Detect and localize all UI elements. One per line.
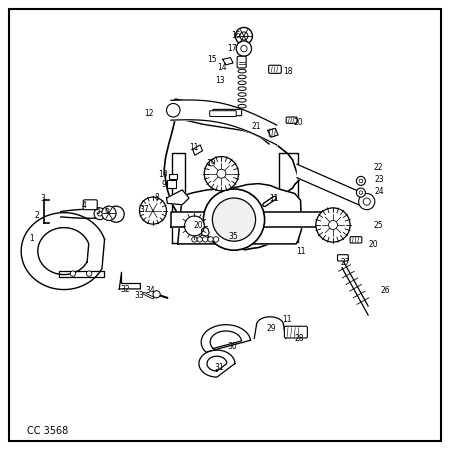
Circle shape — [94, 208, 106, 220]
Polygon shape — [166, 190, 189, 205]
Circle shape — [102, 206, 116, 220]
Text: 11: 11 — [296, 247, 306, 256]
Text: 1: 1 — [29, 234, 34, 243]
Polygon shape — [223, 58, 233, 65]
FancyBboxPatch shape — [83, 200, 97, 210]
Text: 33: 33 — [135, 291, 144, 300]
Text: 11: 11 — [189, 143, 199, 152]
Polygon shape — [202, 227, 209, 236]
Text: 29: 29 — [266, 324, 276, 333]
FancyBboxPatch shape — [286, 117, 297, 123]
Polygon shape — [172, 153, 184, 243]
FancyBboxPatch shape — [284, 326, 307, 338]
Text: 28: 28 — [294, 334, 304, 343]
Circle shape — [212, 198, 256, 241]
Polygon shape — [201, 325, 251, 352]
Text: 21: 21 — [252, 122, 261, 131]
Text: 35: 35 — [228, 232, 238, 241]
Circle shape — [316, 208, 350, 242]
Polygon shape — [279, 153, 298, 242]
Text: 11: 11 — [269, 194, 279, 203]
Text: 32: 32 — [120, 285, 130, 294]
Circle shape — [70, 271, 76, 276]
Circle shape — [86, 271, 92, 276]
Text: 4: 4 — [81, 201, 86, 210]
Circle shape — [356, 176, 365, 185]
Circle shape — [98, 212, 102, 216]
Circle shape — [213, 237, 219, 242]
Bar — [167, 180, 176, 188]
Polygon shape — [199, 350, 235, 377]
Text: 20: 20 — [369, 240, 378, 249]
Text: 26: 26 — [380, 286, 390, 295]
Circle shape — [235, 27, 252, 45]
Text: 17: 17 — [227, 44, 237, 53]
Text: CC 3568: CC 3568 — [27, 426, 68, 436]
Text: 25: 25 — [373, 220, 383, 230]
Text: 14: 14 — [217, 63, 227, 72]
Circle shape — [359, 194, 375, 210]
FancyBboxPatch shape — [350, 237, 362, 243]
Circle shape — [140, 197, 166, 224]
Circle shape — [153, 291, 160, 298]
Text: 19: 19 — [206, 159, 216, 168]
Circle shape — [108, 206, 124, 222]
Circle shape — [166, 104, 180, 117]
FancyBboxPatch shape — [237, 56, 246, 68]
Circle shape — [197, 237, 202, 242]
FancyBboxPatch shape — [269, 65, 281, 73]
Text: 31: 31 — [214, 363, 224, 372]
Text: 2: 2 — [35, 211, 39, 220]
Circle shape — [356, 188, 365, 197]
FancyBboxPatch shape — [210, 111, 236, 117]
Text: 22: 22 — [373, 163, 383, 172]
Polygon shape — [268, 128, 278, 137]
Bar — [169, 174, 177, 179]
Circle shape — [240, 32, 248, 40]
Polygon shape — [58, 271, 104, 277]
Text: 3: 3 — [40, 194, 45, 203]
Circle shape — [359, 191, 363, 194]
Text: 20: 20 — [293, 118, 303, 127]
Circle shape — [217, 169, 226, 178]
Text: 30: 30 — [227, 342, 237, 351]
Circle shape — [359, 179, 363, 183]
Circle shape — [208, 237, 213, 242]
Text: 12: 12 — [144, 109, 154, 118]
Text: 18: 18 — [283, 68, 293, 76]
Polygon shape — [178, 184, 302, 244]
Circle shape — [192, 237, 197, 242]
FancyBboxPatch shape — [338, 255, 348, 261]
Text: 34: 34 — [146, 286, 156, 295]
Text: 11: 11 — [282, 315, 292, 324]
Polygon shape — [164, 107, 299, 250]
Polygon shape — [193, 145, 202, 155]
Polygon shape — [119, 272, 140, 289]
Polygon shape — [171, 200, 299, 243]
Circle shape — [241, 45, 247, 52]
Circle shape — [202, 237, 208, 242]
Text: 20: 20 — [193, 221, 203, 230]
Text: 6: 6 — [105, 206, 109, 215]
Text: 23: 23 — [374, 176, 384, 184]
Text: 10: 10 — [158, 170, 168, 179]
Text: 5: 5 — [95, 207, 100, 216]
Text: 8: 8 — [154, 194, 159, 202]
Text: 15: 15 — [207, 55, 217, 64]
Circle shape — [203, 189, 265, 250]
Circle shape — [184, 216, 204, 236]
Text: 37: 37 — [139, 205, 149, 214]
Text: 27: 27 — [341, 258, 351, 267]
Circle shape — [236, 41, 252, 56]
FancyBboxPatch shape — [213, 109, 242, 116]
Text: 9: 9 — [162, 180, 166, 189]
Text: 24: 24 — [374, 187, 384, 196]
Polygon shape — [21, 213, 104, 289]
Text: 16: 16 — [231, 32, 241, 40]
Polygon shape — [171, 212, 328, 227]
Circle shape — [204, 157, 238, 191]
Circle shape — [328, 220, 338, 230]
Circle shape — [363, 198, 370, 205]
Text: 13: 13 — [216, 76, 225, 85]
